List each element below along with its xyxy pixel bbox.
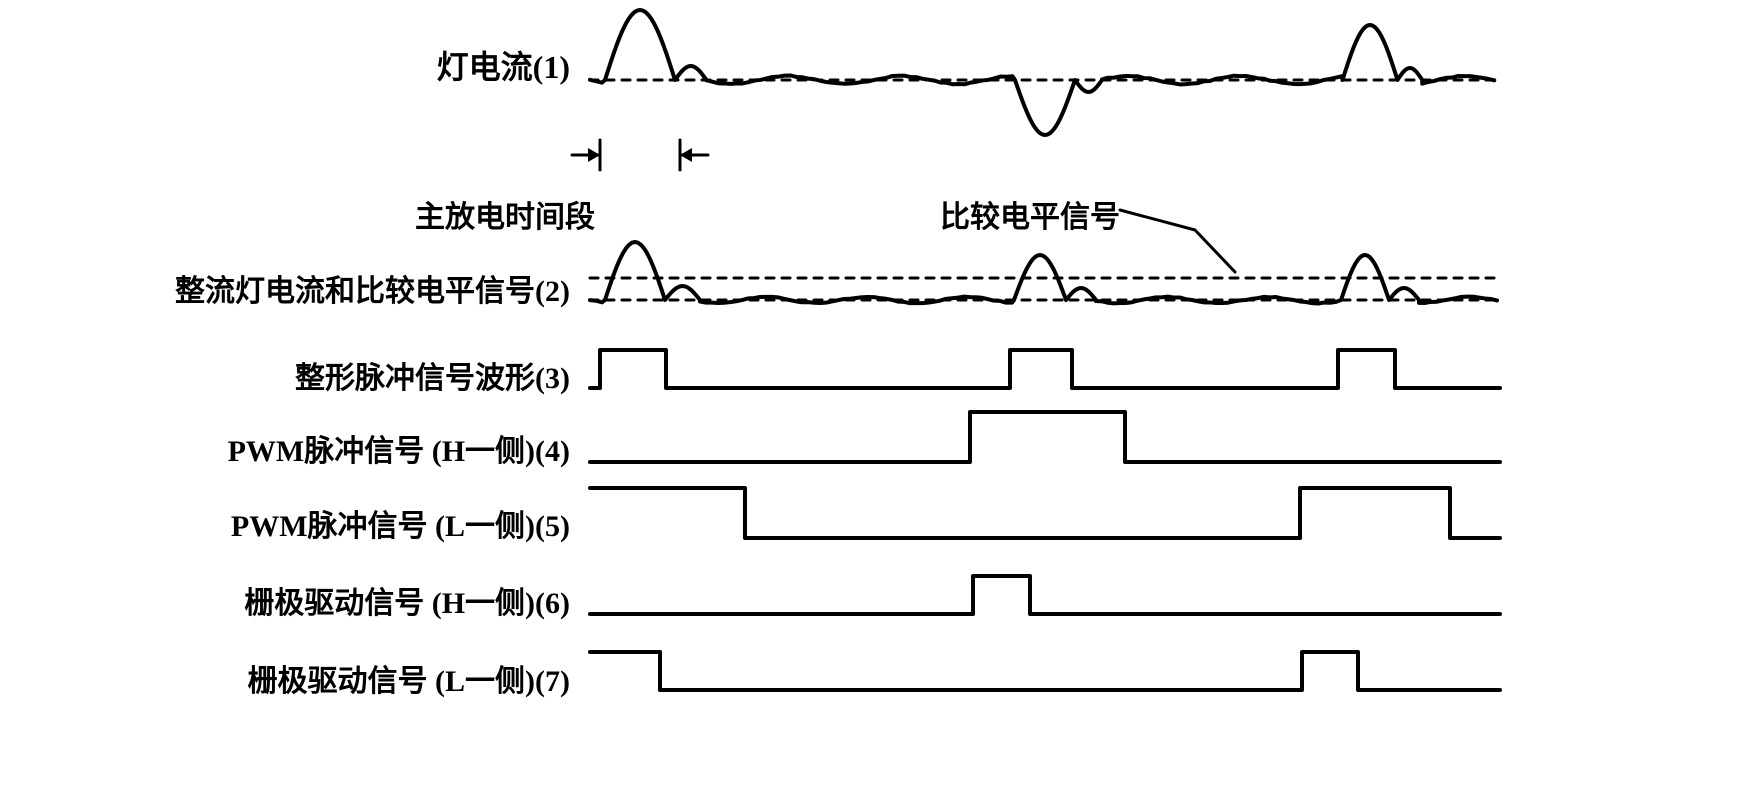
annotation-main_discharge: 主放电时间段 (415, 192, 595, 236)
row-label-row2: 整流灯电流和比较电平信号(2) (175, 266, 570, 310)
row-label-row6: 栅极驱动信号 (H一侧)(6) (244, 578, 570, 622)
row-label-row7: 栅极驱动信号 (L一侧)(7) (248, 656, 570, 700)
annotation-compare_level: 比较电平信号 (940, 192, 1120, 236)
row-label-row4: PWM脉冲信号 (H一侧)(4) (228, 426, 570, 470)
row-label-row1: 灯电流(1) (437, 42, 570, 88)
row-label-row3: 整形脉冲信号波形(3) (295, 353, 570, 397)
timing-diagram: 灯电流(1) 整流灯电流和比较电平信号(2) 整形脉冲信号波形(3) PWM脉冲信号 … (0, 0, 1753, 800)
row-label-row5: PWM脉冲信号 (L一侧)(5) (231, 501, 570, 545)
